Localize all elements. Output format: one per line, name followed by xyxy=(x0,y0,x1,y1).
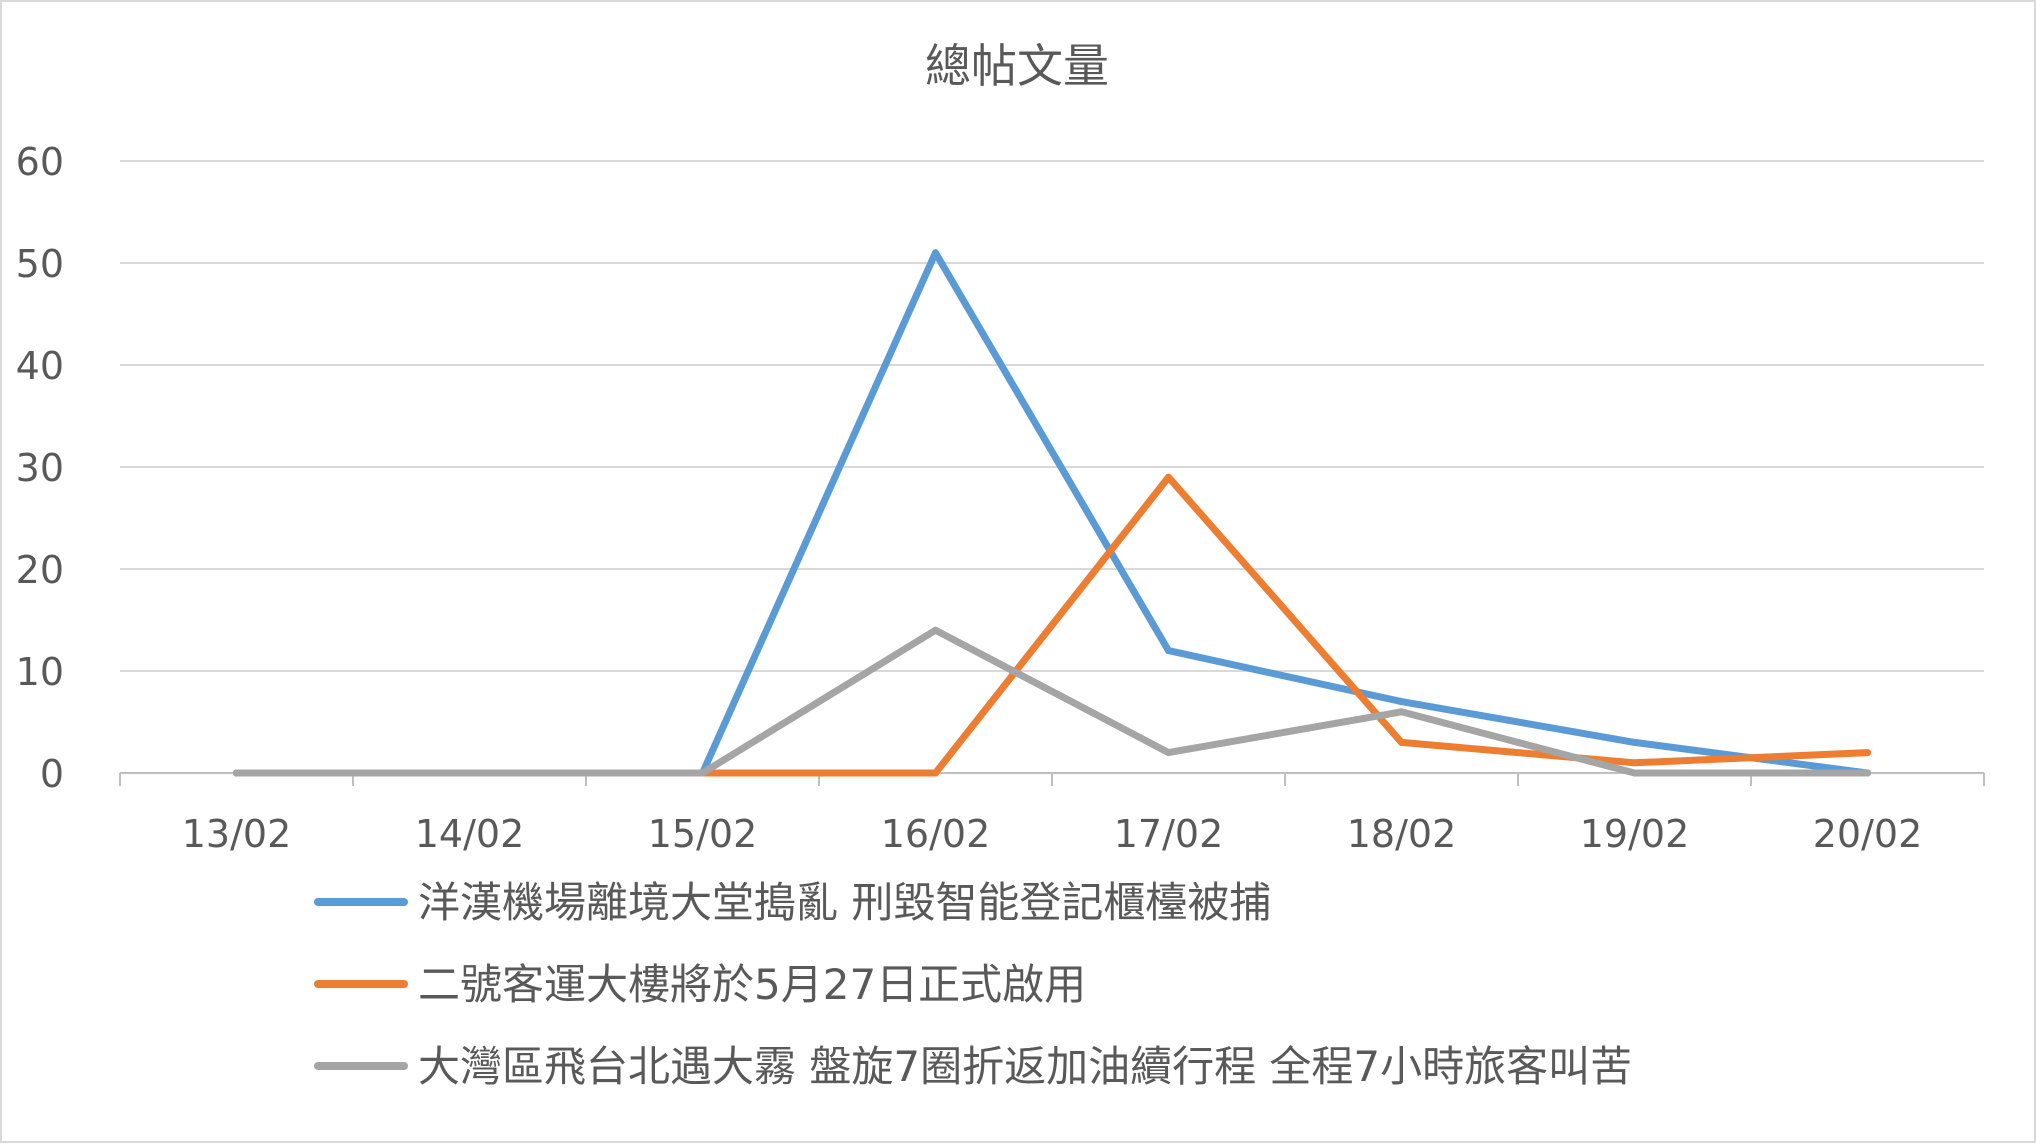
data-point xyxy=(1864,769,1871,777)
gridlines xyxy=(120,160,1984,672)
y-tick-label: 0 xyxy=(40,752,64,796)
x-tick-label: 13/02 xyxy=(182,812,292,856)
x-tick-label: 14/02 xyxy=(415,812,525,856)
data-point xyxy=(699,769,706,777)
data-point xyxy=(233,769,240,777)
axes: 0 10 20 30 40 50 60 13/02 14/02 15/02 16/02 17/02 18… xyxy=(16,140,1985,856)
x-tick-label: 16/02 xyxy=(881,812,991,856)
x-tick-label: 15/02 xyxy=(648,812,758,856)
x-tick-label: 20/02 xyxy=(1813,812,1923,856)
y-tick-label: 60 xyxy=(16,140,64,184)
data-point xyxy=(1165,749,1172,757)
data-point xyxy=(932,249,939,257)
data-point xyxy=(1398,738,1405,746)
y-tick-label: 50 xyxy=(16,242,64,286)
data-point xyxy=(1165,647,1172,655)
data-point xyxy=(1398,698,1405,706)
legend-label-3: 大灣區飛台北遇大霧 盤旋7圈折返加油續行程 全程7小時旅客叫苦 xyxy=(418,1042,1632,1091)
data-point xyxy=(1631,769,1638,777)
x-tick-label: 19/02 xyxy=(1580,812,1690,856)
data-point xyxy=(1864,749,1871,757)
y-tick-label: 20 xyxy=(16,548,64,592)
data-point xyxy=(1398,708,1405,716)
legend-label-1: 洋漢機場離境大堂搗亂 刑毀智能登記櫃檯被捕 xyxy=(418,878,1271,927)
data-point xyxy=(466,769,473,777)
legend: 洋漢機場離境大堂搗亂 刑毀智能登記櫃檯被捕二號客運大樓將於5月27日正式啟用大灣… xyxy=(314,878,1632,1091)
data-point xyxy=(932,626,939,634)
data-point xyxy=(1631,759,1638,767)
y-tick-label: 10 xyxy=(16,650,64,694)
data-point xyxy=(1165,473,1172,481)
x-tick-label: 17/02 xyxy=(1114,812,1224,856)
series xyxy=(233,249,1871,777)
data-point xyxy=(932,769,939,777)
x-tick-label: 18/02 xyxy=(1347,812,1457,856)
legend-label-2: 二號客運大樓將於5月27日正式啟用 xyxy=(418,960,1086,1009)
chart-title: 總帖文量 xyxy=(925,39,1109,93)
y-tick-label: 40 xyxy=(16,344,64,388)
data-point xyxy=(1631,738,1638,746)
series-line-3 xyxy=(233,626,1871,777)
y-tick-label: 30 xyxy=(16,446,64,490)
